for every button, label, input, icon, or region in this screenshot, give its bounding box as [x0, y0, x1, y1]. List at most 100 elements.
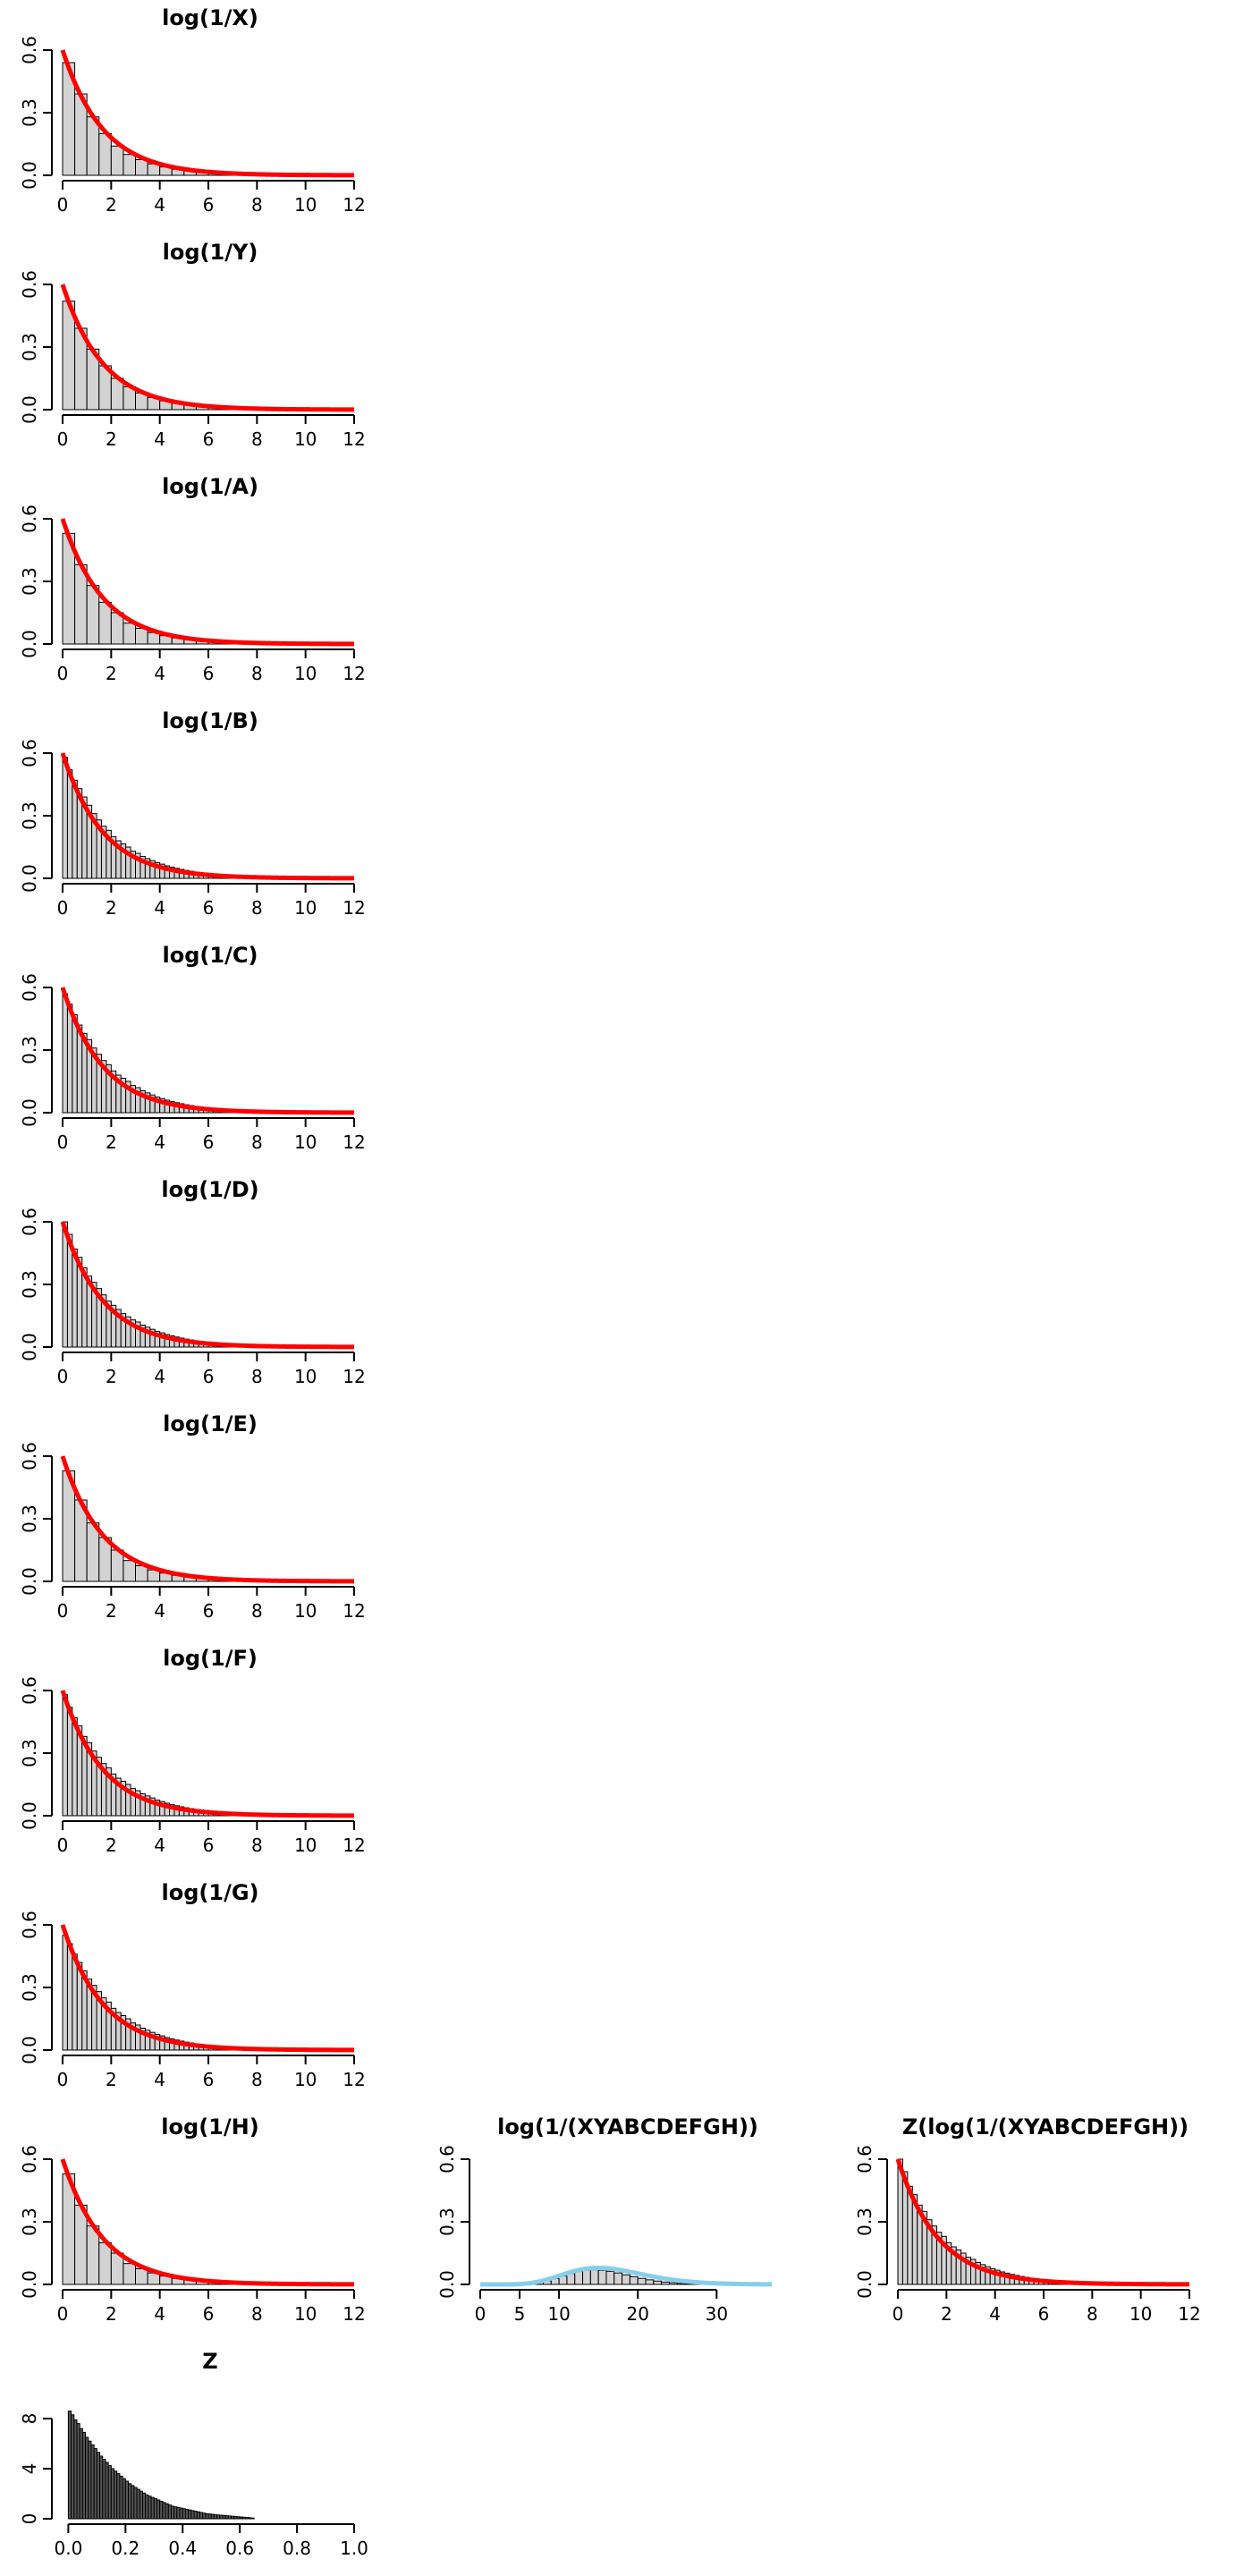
fitted-density-curve: [60, 284, 356, 412]
panel-5: log(1/C) 0 2 4 6 8 10 12 0.0 0.3 0.6: [19, 943, 366, 1153]
x-tick-label: 12: [343, 2069, 365, 2090]
y-tick-label: 4: [19, 2463, 40, 2475]
fitted-density-curve: [60, 518, 356, 647]
y-tick-label: 0.6: [19, 1442, 40, 1470]
bars: [62, 1935, 258, 2051]
x-tick-label: 12: [343, 663, 365, 684]
x-tick-label: 6: [1038, 2303, 1050, 2325]
fitted-density-curve: [895, 2158, 1191, 2287]
x-tick-label: 1.0: [340, 2538, 368, 2559]
y-tick-label: 0.3: [19, 2207, 40, 2236]
y-tick-label: 0.3: [436, 2207, 458, 2236]
fitted-density-curve: [60, 1924, 356, 2053]
x-tick-label: 4: [154, 897, 165, 919]
x-tick-label: 2: [106, 1366, 117, 1387]
x-tick-label: 0.0: [54, 2538, 82, 2559]
x-tick-label: 0: [57, 2303, 69, 2325]
x-tick-label: 6: [203, 2303, 215, 2325]
panel-3: log(1/A) 0 2 4 6 8 10 12 0.0 0.3 0.6: [19, 474, 366, 684]
histogram-bar: [250, 2517, 255, 2520]
histogram-bar: [74, 2204, 88, 2285]
panel-11: log(1/(XYABCDEFGH)) 0 5 10 20 30 0.0 0.3 0.6: [436, 2114, 774, 2325]
y-tick-label: 0.6: [19, 1676, 40, 1705]
x-tick-label: 10: [294, 1835, 317, 1856]
x-tick-label: 6: [203, 194, 215, 216]
x-tick-label: 0.4: [168, 2538, 197, 2559]
histogram-bar: [98, 2241, 112, 2285]
histogram-bar: [110, 145, 124, 176]
histogram-bar: [135, 1565, 148, 1582]
y-tick-label: 0.6: [19, 36, 40, 64]
x-tick-label: 2: [106, 897, 117, 919]
y-tick-label: 0.3: [19, 1973, 40, 2002]
y-tick-label: 0.0: [436, 2270, 458, 2299]
y-tick-label: 0.0: [19, 161, 40, 190]
y-tick-label: 0.3: [19, 1504, 40, 1533]
x-tick-label: 4: [154, 1835, 165, 1856]
x-tick-label: 8: [251, 1600, 263, 1622]
histogram-bar: [589, 2269, 599, 2285]
histogram-bar: [62, 1935, 68, 2051]
y-tick-label: 0.6: [436, 2145, 458, 2174]
y-tick-label: 0.3: [19, 1270, 40, 1299]
x-tick-label: 8: [1087, 2303, 1098, 2325]
histogram-bar: [668, 2282, 678, 2285]
x-tick-label: 10: [294, 2069, 317, 2090]
y-tick-label: 0.0: [19, 1333, 40, 1361]
x-tick-label: 12: [343, 1600, 365, 1622]
x-tick-label: 10: [294, 663, 317, 684]
histogram-bar: [574, 2271, 584, 2285]
histogram-bar: [72, 1953, 78, 2051]
panel-8: log(1/F) 0 2 4 6 8 10 12 0.0 0.3 0.6: [19, 1646, 366, 1856]
histogram-bar: [62, 993, 68, 1114]
y-tick-label: 0.3: [19, 567, 40, 596]
x-tick-label: 8: [251, 428, 263, 450]
histogram-bar: [661, 2281, 670, 2285]
x-tick-label: 10: [294, 194, 317, 216]
chart-title: log(1/X): [162, 5, 258, 30]
x-tick-label: 8: [251, 1131, 263, 1153]
histogram-bar: [629, 2275, 639, 2285]
y-tick-label: 0.0: [19, 1801, 40, 1830]
x-tick-label: 4: [989, 2303, 1001, 2325]
x-tick-label: 20: [626, 2303, 648, 2325]
x-tick-label: 0: [57, 2069, 69, 2090]
panel-10: log(1/H) 0 2 4 6 8 10 12 0.0 0.3 0.6: [19, 2114, 366, 2325]
x-tick-label: 0.6: [225, 2538, 254, 2559]
x-tick-label: 12: [343, 1131, 365, 1153]
x-tick-label: 12: [343, 194, 365, 216]
x-tick-label: 4: [154, 1600, 165, 1622]
x-tick-label: 10: [547, 2303, 570, 2325]
x-tick-label: 8: [251, 1835, 263, 1856]
x-tick-label: 0: [57, 663, 69, 684]
y-tick-label: 0.3: [19, 1036, 40, 1064]
chart-title: Z(log(1/(XYABCDEFGH)): [902, 2114, 1189, 2140]
chart-title: log(1/F): [163, 1646, 258, 1671]
x-tick-label: 10: [294, 897, 317, 919]
x-tick-label: 12: [343, 2303, 365, 2325]
histogram-bar: [907, 2185, 913, 2285]
x-tick-label: 2: [106, 1131, 117, 1153]
y-tick-label: 0.3: [19, 333, 40, 361]
x-tick-label: 0: [57, 194, 69, 216]
panel-6: log(1/D) 0 2 4 6 8 10 12 0.0 0.3 0.6: [19, 1177, 366, 1387]
y-tick-label: 0.0: [19, 2270, 40, 2299]
panel-9: log(1/G) 0 2 4 6 8 10 12 0.0 0.3 0.6: [19, 1880, 366, 2090]
x-tick-label: 0: [57, 428, 69, 450]
histogram-bar: [98, 132, 112, 176]
bars: [62, 993, 258, 1114]
histogram-bar: [62, 1221, 68, 1348]
chart-title: log(1/B): [162, 708, 258, 733]
x-tick-label: 6: [203, 1131, 215, 1153]
histogram-bar: [72, 1248, 78, 1348]
x-tick-label: 4: [154, 194, 165, 216]
chart-title: log(1/D): [161, 1177, 258, 1202]
panel-13: Z 0.0 0.2 0.4 0.6 0.8 1.0 0 4 8: [19, 2349, 368, 2559]
chart-title: log(1/(XYABCDEFGH)): [497, 2114, 758, 2140]
x-tick-label: 10: [294, 1366, 317, 1387]
y-tick-label: 0.6: [19, 270, 40, 299]
x-tick-label: 12: [343, 1835, 365, 1856]
x-tick-label: 8: [251, 897, 263, 919]
y-tick-label: 0.3: [19, 801, 40, 830]
x-tick-label: 0: [57, 1600, 69, 1622]
